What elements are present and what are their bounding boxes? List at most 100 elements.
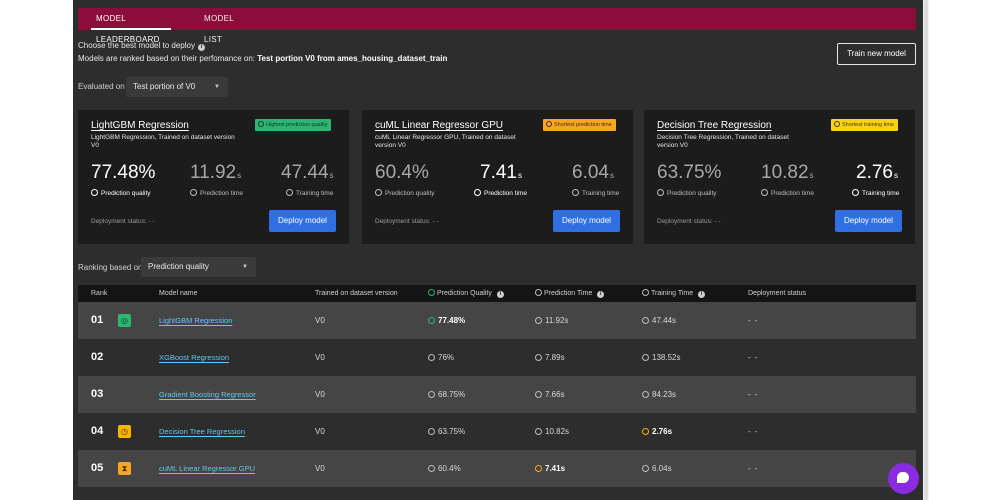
chevron-down-icon: ▼ — [214, 84, 220, 90]
train-time-value: 6.04s — [572, 162, 614, 184]
train-time-label-text: Training time — [582, 190, 620, 197]
table-row: 03 Gradient Boosting Regressor V0 68.75%… — [78, 376, 916, 413]
shortest-training-badge: Shortest training time — [831, 119, 898, 131]
leaderboard-app: Model leaderboard Model list Choose the … — [73, 0, 923, 500]
table-row: 02 XGBoost Regression V0 76% 7.89s 138.5… — [78, 339, 916, 376]
tab-bar: Model leaderboard Model list — [78, 8, 916, 44]
quality-cell-value: 60.4% — [438, 464, 461, 473]
quality-label: Prediction quality — [91, 189, 151, 197]
model-link[interactable]: cuML Linear Regressor GPU — [159, 464, 256, 473]
highest-quality-badge: Highest prediction quality — [255, 119, 332, 131]
deployment-status: Deployment status: - - — [375, 218, 439, 225]
train-time-label: Training time — [852, 189, 899, 197]
quality-label: Prediction quality — [375, 189, 435, 197]
table-row: 05 ⧗ cuML Linear Regressor GPU V0 60.4% … — [78, 450, 916, 487]
col-model-name: Model name — [159, 290, 198, 297]
status-cell: - - — [748, 464, 759, 473]
pred-time-cell: 11.92s — [535, 302, 568, 339]
quality-label-text: Prediction quality — [101, 190, 151, 197]
pred-time-label-text: Prediction time — [200, 190, 243, 197]
gauge-icon: ◎ — [118, 314, 131, 327]
clock-icon — [642, 465, 649, 472]
tab-model-list[interactable]: Model list — [204, 14, 234, 44]
ranked-on-text: Models are ranked based on their perfoma… — [78, 54, 447, 63]
rank-value: 02 — [91, 351, 104, 363]
badge-icon — [834, 121, 840, 127]
hourglass-icon — [535, 289, 542, 296]
pred-time-label: Prediction time — [190, 189, 243, 197]
train-time-cell-value: 2.76s — [652, 427, 673, 436]
pred-time-cell-value: 7.41s — [545, 464, 566, 473]
card-title[interactable]: cuML Linear Regressor GPU — [375, 120, 504, 131]
pred-time-cell: 7.66s — [535, 376, 565, 413]
shortest-prediction-badge: Shortest prediction time — [543, 119, 616, 131]
status-cell: - - — [748, 390, 759, 399]
card-subtitle: LightGBM Regression, Trained on dataset … — [91, 134, 235, 149]
evaluated-on-value: Test portion of V0 — [133, 82, 196, 91]
model-link[interactable]: XGBoost Regression — [159, 353, 230, 362]
scrollbar-thumb[interactable] — [924, 0, 928, 500]
gauge-icon — [428, 428, 435, 435]
evaluated-on-label: Evaluated on — [78, 82, 125, 91]
pred-time-label-text: Prediction time — [771, 190, 814, 197]
table-row: 01 ◎ LightGBM Regression V0 77.48% 11.92… — [78, 302, 916, 339]
card-subtitle: cuML Linear Regressor GPU, Trained on da… — [375, 134, 516, 149]
train-new-model-button[interactable]: Train new model — [837, 43, 916, 65]
dataset-version: V0 — [315, 353, 325, 362]
evaluated-on-select[interactable]: Test portion of V0 ▼ — [126, 77, 228, 97]
pred-time-value: 7.41s — [480, 162, 522, 184]
pred-time-value: 10.82s — [761, 162, 814, 184]
time-unit: s — [329, 171, 334, 180]
model-link[interactable]: Decision Tree Regression — [159, 427, 245, 436]
ranking-based-on-select[interactable]: Prediction quality ▼ — [141, 257, 256, 277]
time-unit: s — [237, 171, 242, 180]
badge-label: Shortest prediction time — [554, 122, 612, 128]
train-time-number: 6.04 — [572, 162, 609, 183]
info-icon[interactable]: i — [597, 291, 605, 298]
col-prediction-quality[interactable]: Prediction Quality i — [428, 285, 504, 302]
pred-time-cell: 7.89s — [535, 339, 565, 376]
quality-value: 63.75% — [657, 162, 722, 183]
col-label: Prediction Time — [544, 290, 593, 297]
clock-icon — [286, 189, 293, 196]
chat-bubble-icon[interactable] — [888, 463, 919, 494]
tab-model-leaderboard[interactable]: Model leaderboard — [91, 8, 171, 44]
choose-model-label: Choose the best model to deploy — [78, 41, 195, 50]
train-time-cell: 138.52s — [642, 339, 680, 376]
quality-cell-value: 77.48% — [438, 316, 466, 325]
card-title[interactable]: Decision Tree Regression — [657, 120, 772, 131]
model-link[interactable]: Gradient Boosting Regressor — [159, 390, 256, 399]
quality-cell: 77.48% — [428, 302, 465, 339]
card-title[interactable]: LightGBM Regression — [91, 120, 189, 131]
pred-time-number: 11.92 — [190, 162, 237, 183]
quality-cell-value: 63.75% — [438, 427, 466, 436]
badge-icon — [546, 121, 552, 127]
info-icon[interactable]: i — [496, 291, 504, 298]
status-cell: - - — [748, 353, 759, 362]
chevron-down-icon: ▼ — [242, 264, 248, 270]
info-icon[interactable]: i — [197, 44, 205, 51]
clock-icon: ◷ — [118, 425, 131, 438]
train-time-value: 47.44s — [281, 162, 334, 184]
quality-label-text: Prediction quality — [385, 190, 435, 197]
time-unit: s — [809, 171, 814, 180]
pred-time-label-text: Prediction time — [484, 190, 527, 197]
col-training-time[interactable]: Training Time i — [642, 285, 706, 302]
info-icon[interactable]: i — [698, 291, 706, 298]
dataset-version: V0 — [315, 390, 325, 399]
pred-time-cell: 10.82s — [535, 413, 569, 450]
rank-value: 05 — [91, 462, 104, 474]
choose-model-text: Choose the best model to deploy i — [78, 41, 205, 51]
deploy-model-button[interactable]: Deploy model — [553, 210, 620, 232]
quality-cell: 68.75% — [428, 376, 465, 413]
time-unit: s — [609, 171, 614, 180]
deploy-model-button[interactable]: Deploy model — [269, 210, 336, 232]
pred-time-cell-value: 7.89s — [545, 353, 565, 362]
col-prediction-time[interactable]: Prediction Time i — [535, 285, 605, 302]
quality-value: 77.48% — [91, 162, 156, 183]
pred-time-label: Prediction time — [474, 189, 527, 197]
deploy-model-button[interactable]: Deploy model — [835, 210, 902, 232]
quality-cell-value: 76% — [438, 353, 455, 362]
model-link[interactable]: LightGBM Regression — [159, 316, 233, 325]
train-time-cell: 47.44s — [642, 302, 676, 339]
